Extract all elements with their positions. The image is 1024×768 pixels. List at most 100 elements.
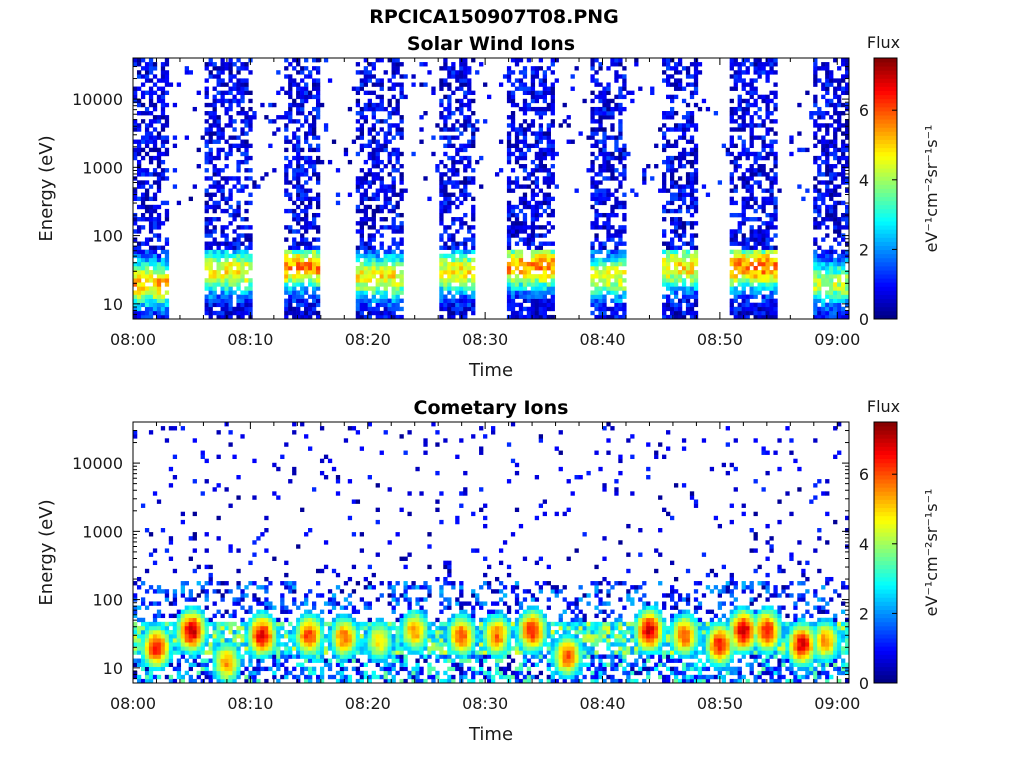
spectrogram-cell	[136, 241, 142, 246]
spectrogram-cell	[618, 278, 623, 283]
spectrogram-cell	[439, 66, 444, 71]
spectrogram-cell	[757, 270, 762, 275]
spectrogram-cell	[375, 192, 380, 197]
spectrogram-cell	[168, 634, 174, 639]
spectrogram-cell	[240, 131, 245, 136]
spectrogram-cell	[590, 249, 595, 255]
spectrogram-cell	[308, 188, 313, 193]
spectrogram-cell	[602, 176, 607, 181]
spectrogram-cell	[813, 286, 818, 291]
spectrogram-cell	[148, 70, 154, 75]
spectrogram-cell	[140, 274, 146, 279]
spectrogram-cell	[296, 274, 301, 279]
spectrogram-cell	[574, 66, 579, 71]
spectrogram-cell	[164, 278, 170, 283]
spectrogram-cell	[156, 119, 162, 124]
spectrogram-cell	[765, 257, 770, 263]
spectrogram-cell	[813, 274, 818, 279]
spectrogram-cell	[614, 270, 619, 275]
spectrogram-cell	[375, 270, 380, 275]
spectrogram-cell	[379, 86, 384, 91]
spectrogram-cell	[224, 249, 229, 255]
spectrogram-cell	[825, 98, 830, 104]
spectrogram-cell	[626, 151, 631, 157]
spectrogram-cell	[475, 119, 480, 124]
spectrogram-cell	[232, 253, 237, 259]
spectrogram-cell	[383, 249, 388, 255]
spectrogram-cell	[220, 310, 225, 316]
spectrogram-cell	[399, 164, 404, 169]
spectrogram-cell	[284, 261, 289, 267]
spectrogram-cell	[737, 62, 742, 67]
spectrogram-cell	[180, 585, 186, 590]
spectrogram-cell	[280, 86, 285, 91]
spectrogram-cell	[522, 261, 528, 267]
spectrogram-cell	[439, 212, 444, 218]
spectrogram-cell	[140, 658, 146, 663]
spectrogram-cell	[471, 127, 476, 132]
spectrogram-cell	[308, 274, 313, 279]
colorbar-swatch	[874, 237, 897, 242]
spectrogram-cell	[224, 589, 229, 594]
spectrogram-cell	[148, 155, 154, 161]
spectrogram-cell	[534, 294, 540, 299]
spectrogram-cell	[534, 74, 540, 79]
spectrogram-cell	[371, 310, 376, 316]
spectrogram-cell	[479, 62, 484, 67]
spectrogram-cell	[148, 625, 154, 631]
spectrogram-cell	[312, 253, 317, 259]
spectrogram-cell	[288, 196, 293, 202]
spectrogram-cell	[144, 135, 150, 140]
spectrogram-cell	[133, 650, 138, 655]
spectrogram-cell	[566, 139, 571, 144]
spectrogram-cell	[506, 237, 512, 242]
spectrogram-cell	[514, 155, 520, 161]
spectrogram-cell	[542, 192, 547, 197]
spectrogram-cell	[204, 208, 209, 214]
spectrogram-cell	[538, 159, 544, 165]
spectrogram-cell	[546, 127, 551, 132]
spectrogram-cell	[136, 294, 142, 299]
spectrogram-cell	[296, 298, 301, 303]
spectrogram-cell	[693, 168, 699, 173]
spectrogram-cell	[232, 270, 237, 275]
colorbar-swatch	[874, 310, 897, 316]
spectrogram-cell	[439, 274, 444, 279]
spectrogram-cell	[176, 666, 182, 672]
spectrogram-cell	[359, 237, 365, 242]
spectrogram-cell	[610, 111, 615, 116]
spectrogram-cell	[689, 310, 695, 316]
spectrogram-cell	[160, 310, 166, 316]
spectrogram-cell	[403, 94, 408, 100]
spectrogram-cell	[367, 253, 372, 259]
spectrogram-cell	[693, 249, 699, 255]
spectrogram-cell	[379, 310, 384, 316]
spectrogram-cell	[622, 200, 627, 206]
spectrogram-cell	[312, 270, 317, 275]
spectrogram-cell	[522, 184, 528, 189]
spectrogram-cell	[618, 180, 623, 185]
spectrogram-cell	[681, 135, 687, 140]
spectrogram-cell	[387, 270, 392, 275]
spectrogram-cell	[845, 217, 850, 222]
spectrogram-cell	[172, 168, 178, 173]
spectrogram-cell	[395, 62, 400, 67]
spectrogram-cell	[188, 638, 193, 643]
spectrogram-cell	[232, 306, 237, 312]
spectrogram-cell	[140, 66, 146, 71]
spectrogram-cell	[761, 119, 766, 124]
spectrogram-cell	[514, 290, 520, 295]
spectrogram-cell	[765, 294, 770, 299]
spectrogram-cell	[296, 119, 301, 124]
spectrogram-cell	[288, 229, 293, 234]
spectrogram-cell	[741, 184, 746, 189]
spectrogram-cell	[292, 143, 297, 149]
spectrogram-cell	[152, 674, 158, 680]
spectrogram-cell	[825, 164, 830, 169]
spectrogram-cell	[220, 131, 225, 136]
spectrogram-cell	[192, 597, 197, 602]
spectrogram-cell	[399, 241, 404, 246]
spectrogram-cell	[196, 164, 201, 169]
spectrogram-cell	[685, 159, 691, 165]
spectrogram-cell	[797, 147, 802, 153]
